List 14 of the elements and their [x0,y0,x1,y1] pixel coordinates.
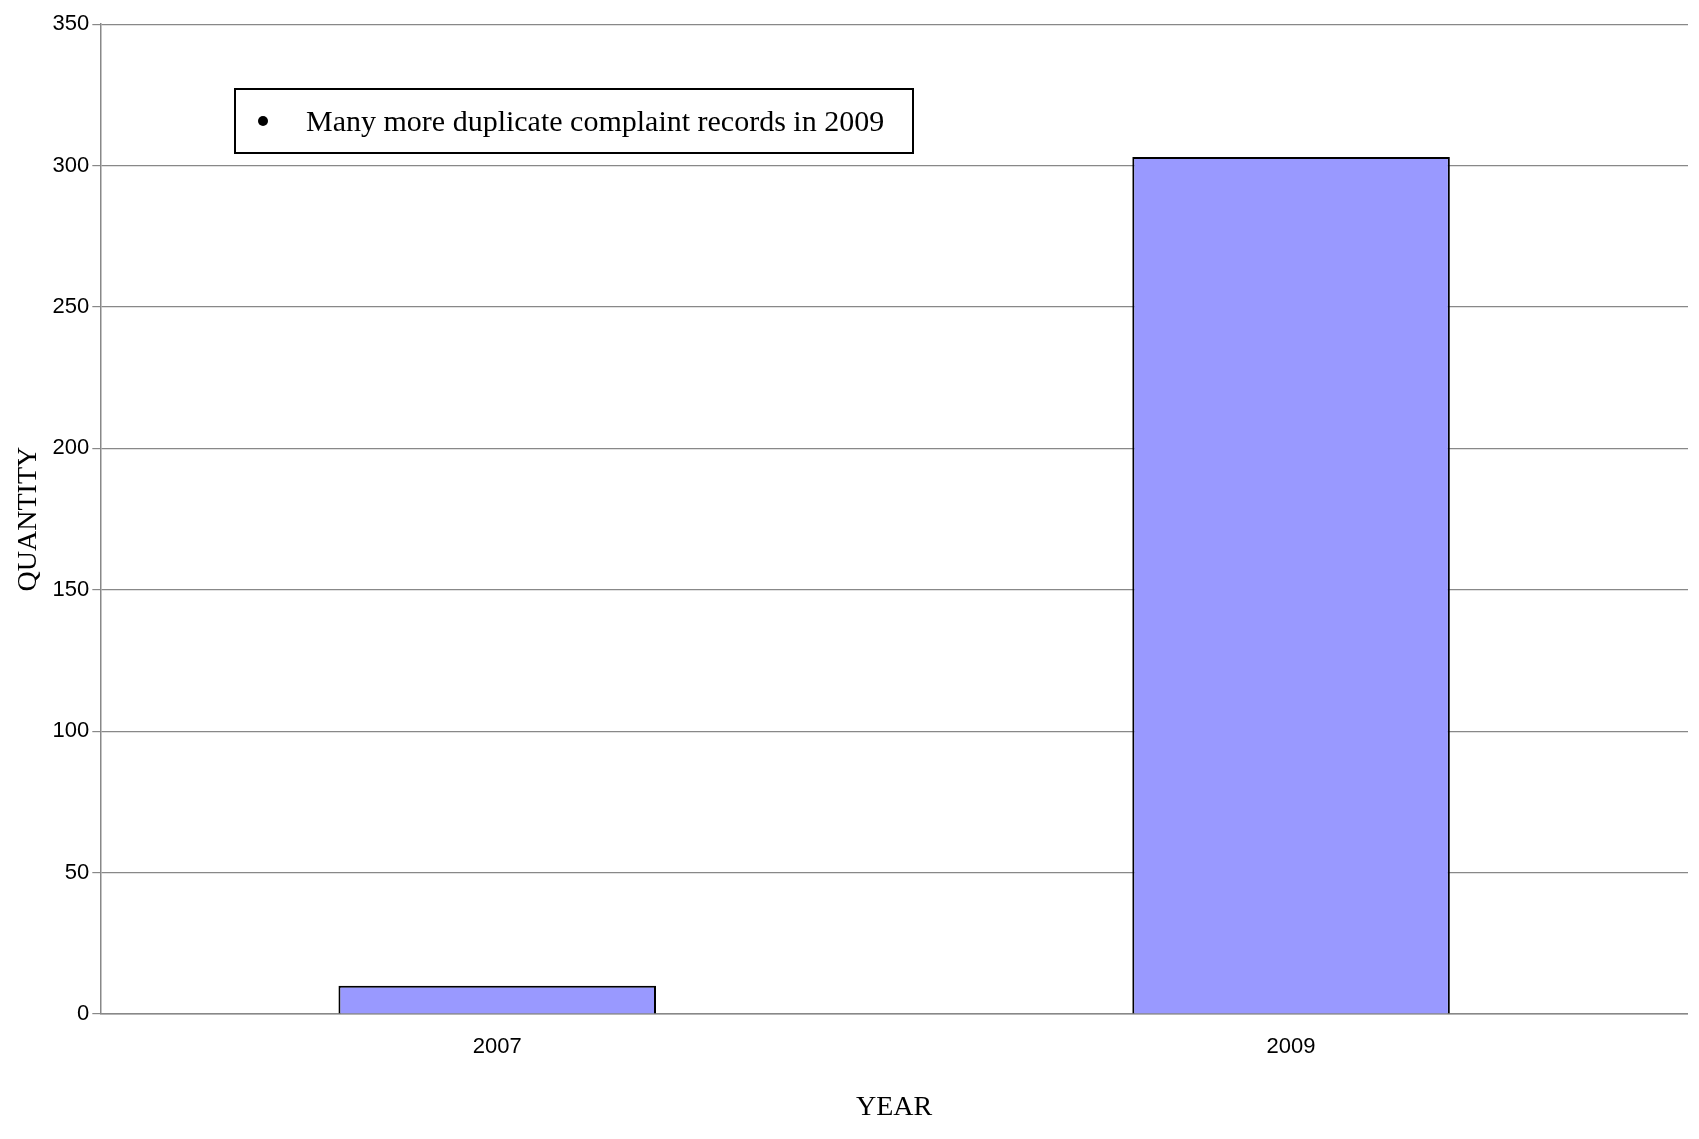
y-axis-title: QUANTITY [11,446,43,592]
x-tick-label: 2007 [472,1033,522,1059]
y-tick-label: 50 [64,858,90,884]
annotation: Many more duplicate complaint records in 2009 [306,104,885,138]
y-tick-label: 350 [52,10,90,36]
x-axis-title: YEAR [856,1089,933,1121]
y-tick-label: 0 [77,1000,90,1026]
y-tick-label: 150 [52,575,90,601]
y-tick-label: 100 [52,717,90,743]
y-tick-label: 300 [52,151,90,177]
x-tick-label: 2009 [1266,1033,1316,1059]
y-tick-label: 250 [52,293,90,319]
y-tick-label: 200 [52,434,90,460]
note-box: Many more duplicate complaint records in 2009 [234,88,915,154]
